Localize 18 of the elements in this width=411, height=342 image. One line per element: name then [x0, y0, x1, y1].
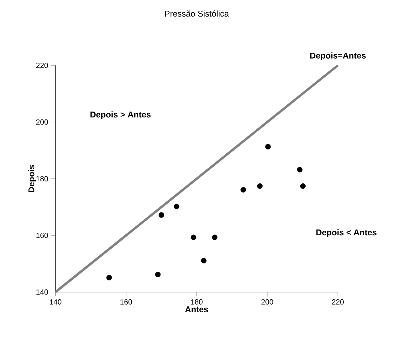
point [297, 167, 303, 173]
point [174, 204, 180, 210]
point [190, 234, 197, 240]
point [155, 272, 161, 278]
point [158, 212, 164, 218]
point [257, 184, 263, 190]
point [106, 275, 112, 281]
point [212, 234, 218, 240]
point [265, 144, 271, 150]
point [300, 184, 306, 190]
point [240, 187, 246, 193]
y-axis-title: Depois [28, 165, 36, 192]
x-axis-title: Antes [185, 306, 208, 312]
point [201, 258, 207, 264]
text: Depois=Antes [310, 52, 366, 60]
annotation: Depois < Antes [316, 229, 377, 238]
chart-title: Pressão Sistólica [165, 10, 230, 17]
annotation: Depois > Antes [90, 112, 151, 120]
